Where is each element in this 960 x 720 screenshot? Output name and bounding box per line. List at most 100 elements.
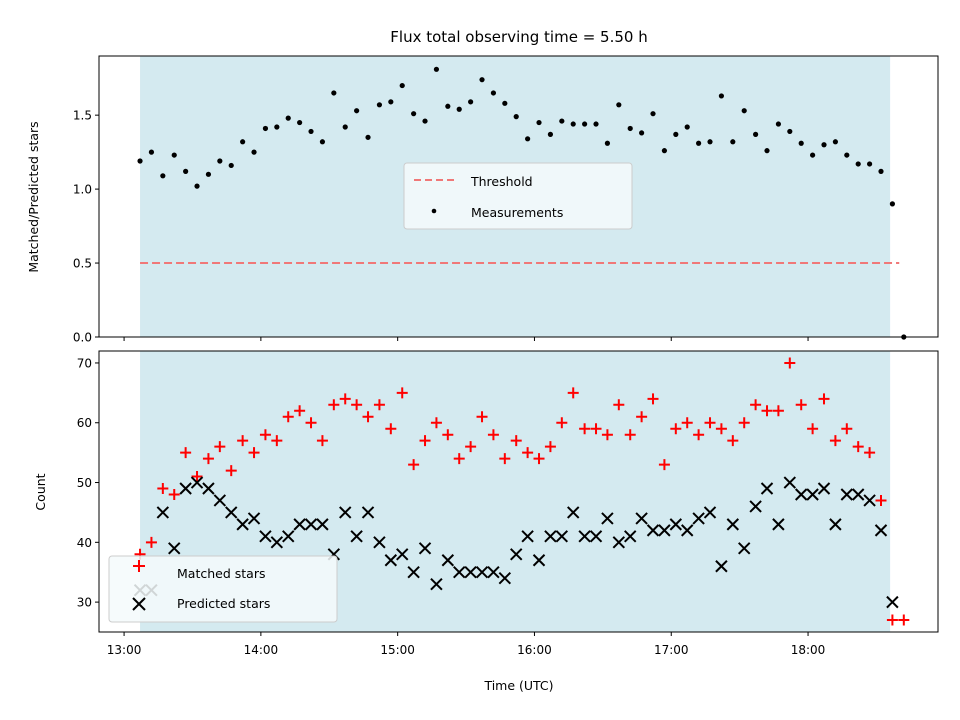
measurements-point (205, 171, 212, 177)
measurements-point (388, 99, 394, 105)
predicted-stars-point (396, 548, 409, 561)
predicted-stars-point (441, 554, 455, 567)
matched-stars-point (590, 423, 602, 435)
predicted-stars-point (339, 506, 352, 519)
measurements-point (422, 118, 428, 124)
matched-stars-point (248, 447, 260, 459)
predicted-stars-point (270, 536, 284, 549)
predicted-stars-point (829, 518, 842, 531)
count-y-ticks: 30 40 50 60 70 (77, 356, 99, 610)
measurements-point (148, 149, 155, 155)
matched-stars-point (750, 399, 762, 411)
ratio-y-axis-label: Matched/Predicted stars (26, 121, 41, 272)
matched-stars-point (442, 429, 454, 441)
predicted-stars-point (293, 518, 306, 531)
matched-stars-point (259, 429, 271, 441)
matched-stars-point (157, 483, 169, 495)
matched-stars-point (738, 417, 750, 429)
threshold-legend-label: Threshold (470, 174, 533, 189)
matched-stars-point (385, 423, 397, 435)
predicted-stars-point (703, 506, 717, 519)
matched-stars-legend-label: Matched stars (177, 566, 265, 581)
matched-stars-point (373, 399, 385, 411)
matched-stars-point (294, 405, 306, 417)
matched-stars-point (567, 387, 579, 399)
chart-title: Flux total observing time = 5.50 h (390, 28, 647, 46)
predicted-stars-point (202, 482, 215, 495)
matched-stars-point (487, 429, 499, 441)
matched-stars-point (795, 399, 807, 411)
matched-stars-point (180, 447, 192, 459)
matched-stars-point (202, 453, 214, 465)
measurements-point (855, 161, 861, 167)
matched-stars-point (282, 411, 294, 423)
measurements-point (616, 102, 622, 108)
measurements-legend-label: Measurements (471, 205, 563, 220)
matched-stars-point (533, 453, 545, 465)
predicted-stars-point (453, 566, 466, 579)
measurements-point (741, 108, 747, 114)
count-legend: Matched stars Predicted stars (108, 555, 338, 623)
matched-stars-point (225, 465, 237, 477)
predicted-stars-point (316, 518, 329, 531)
measurements-point (821, 142, 827, 148)
predicted-stars-point (384, 554, 398, 567)
predicted-stars-point (726, 518, 740, 531)
matched-stars-point (510, 435, 522, 447)
count-marks (133, 357, 910, 626)
ratio-y-ticks: 0.0 0.5 1.0 1.5 (73, 109, 99, 345)
matched-stars-point (658, 459, 670, 471)
matched-stars-point (339, 393, 351, 405)
measurements-point (399, 82, 405, 89)
matched-stars-point (271, 435, 283, 447)
measurements-point (285, 115, 291, 121)
predicted-stars-point (259, 530, 272, 543)
ratio-legend: Threshold Measurements (403, 162, 633, 230)
matched-stars-point (419, 435, 431, 447)
predicted-stars-point (521, 530, 534, 543)
x-axis-label: Time (UTC) (483, 678, 553, 693)
measurements-point (490, 90, 497, 96)
y-tick-label: 40 (77, 536, 92, 550)
measurements-point (570, 121, 576, 127)
matched-stars-point (784, 357, 796, 369)
predicted-stars-legend-label: Predicted stars (177, 596, 270, 611)
measurements-point (365, 134, 371, 140)
predicted-stars-point (635, 512, 648, 525)
matched-stars-point (579, 423, 591, 435)
x-tick-label: 18:00 (791, 643, 826, 657)
predicted-stars-point (624, 530, 637, 543)
predicted-stars-point (498, 571, 512, 585)
x-tick-label: 14:00 (244, 643, 279, 657)
matched-stars-point (807, 423, 819, 435)
measurements-point (217, 158, 223, 164)
matched-stars-point (898, 614, 910, 626)
matched-stars-point (829, 435, 841, 447)
matched-stars-point (476, 411, 488, 423)
measurements-point (730, 139, 736, 145)
measurements-point (262, 125, 269, 132)
measurements-point (240, 139, 246, 145)
matched-stars-point (841, 423, 853, 435)
predicted-stars-point (179, 482, 192, 495)
measurements-point (479, 77, 485, 83)
predicted-stars-point (213, 494, 227, 507)
matched-stars-point (237, 435, 249, 447)
ratio-panel: 0.0 0.5 1.0 1.5 Matched/Predicted stars Thr… (26, 55, 939, 345)
predicted-stars-point (532, 554, 546, 567)
matched-stars-point (396, 387, 408, 399)
predicted-stars-point (487, 566, 500, 579)
matched-stars-point (613, 399, 625, 411)
matched-stars-point (499, 453, 511, 465)
matched-stars-point (145, 536, 157, 548)
predicted-stars-point (692, 512, 705, 525)
measurements-point (171, 152, 177, 158)
y-tick-label: 1.5 (73, 109, 92, 123)
measurements-point (878, 168, 884, 174)
predicted-stars-point (544, 530, 557, 543)
measurements-point (194, 183, 200, 189)
matched-stars-point (647, 393, 659, 405)
matched-stars-point (168, 488, 180, 500)
predicted-stars-point (282, 530, 295, 543)
predicted-stars-point (430, 577, 443, 591)
